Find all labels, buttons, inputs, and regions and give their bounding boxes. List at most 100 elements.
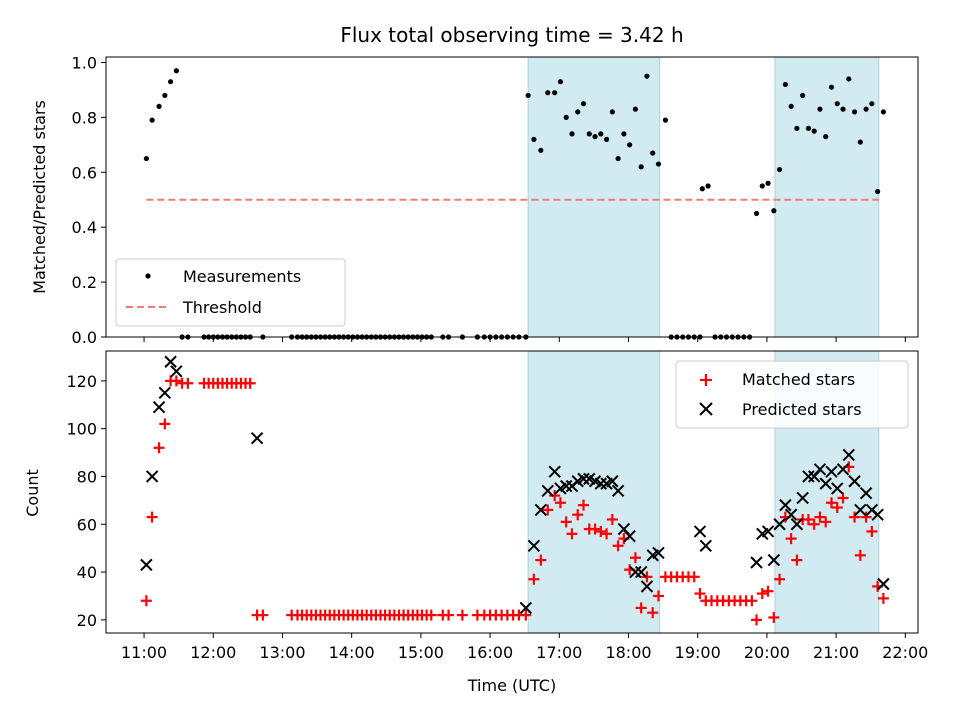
predicted-star-point	[629, 565, 642, 579]
y-tick-label: 0.4	[72, 218, 97, 237]
matched-star-point	[572, 509, 584, 521]
matched-star-point	[542, 504, 554, 516]
measurement-point	[525, 92, 531, 99]
cross-stroke-b	[577, 472, 590, 486]
cross-stroke-b	[541, 484, 554, 498]
x-tick-label: 11:00	[121, 643, 167, 662]
predicted-star-point	[859, 486, 873, 500]
measurement-point	[869, 101, 875, 107]
top-plot-frame	[105, 56, 919, 338]
matched-star-point	[549, 490, 561, 502]
matched-star-point	[762, 585, 774, 597]
cross-stroke-b	[583, 472, 596, 486]
matched-star-point	[849, 511, 861, 523]
matched-star-point	[456, 609, 468, 621]
y-tick-label: 0.0	[72, 328, 97, 347]
matched-star-point	[159, 418, 171, 430]
measurement-point	[771, 208, 777, 214]
measurement-point	[776, 166, 783, 173]
matched-star-point	[595, 525, 607, 537]
matched-star-point	[589, 523, 601, 535]
cross-stroke-b	[831, 482, 844, 495]
y-tick-label: 100	[66, 420, 97, 439]
matched-star-point	[854, 549, 866, 561]
matched-star-point	[647, 607, 659, 619]
y-tick-label: 40	[77, 563, 97, 582]
x-tick-label: 13:00	[259, 643, 305, 662]
predicted-star-point	[750, 556, 763, 569]
cross-stroke-b	[854, 503, 867, 517]
top-legend-box	[115, 258, 346, 327]
cross-stroke-b	[606, 475, 619, 488]
predicted-star-point	[848, 475, 861, 488]
matched-star-point	[831, 502, 843, 514]
measurement-point	[531, 136, 537, 142]
cross-stroke-b	[158, 386, 172, 400]
matched-star-point	[535, 554, 547, 566]
measurement-point	[765, 180, 771, 186]
cross-stroke-b	[145, 470, 159, 483]
measurement-point	[655, 161, 662, 167]
predicted-star-point	[796, 491, 809, 505]
x-tick-label: 16:00	[467, 643, 513, 662]
matched-star-point	[635, 602, 647, 614]
predicted-star-point	[250, 432, 264, 445]
cross-stroke-b	[767, 553, 781, 567]
measurement-point	[580, 101, 587, 107]
cross-stroke-b	[534, 503, 548, 517]
predicted-star-point	[548, 465, 561, 478]
matched-star-point	[756, 588, 768, 600]
measurement-point	[552, 90, 558, 96]
measurement-point	[162, 92, 168, 99]
measurement-point	[863, 106, 869, 112]
y-tick-label: 80	[77, 467, 97, 486]
predicted-star-point	[164, 355, 177, 368]
measurement-point	[811, 128, 817, 134]
cross-stroke-b	[784, 508, 798, 521]
cross-stroke-b	[802, 470, 815, 483]
matched-star-point	[257, 609, 269, 621]
legend-matched-marker	[700, 374, 712, 386]
bottom-legend-box	[675, 360, 909, 429]
predicted-star-point	[825, 465, 838, 478]
predicted-star-point	[652, 546, 665, 560]
y-tick-label: 20	[77, 611, 97, 630]
predicted-star-point	[527, 539, 541, 552]
bottom-y-axis-label: Count	[23, 469, 42, 517]
cross-stroke-b	[877, 577, 890, 591]
predicted-star-point	[140, 558, 153, 572]
measurement-point	[575, 109, 581, 115]
measurement-point	[598, 131, 604, 137]
predicted-star-point	[634, 565, 648, 579]
predicted-star-point	[170, 365, 183, 378]
matched-star-point	[560, 516, 572, 528]
cross-stroke-b	[779, 498, 792, 512]
top-y-axis-label: Matched/Predicted stars	[30, 100, 49, 294]
measurement-point	[817, 106, 823, 112]
cross-stroke-b	[796, 491, 809, 505]
measurement-point	[173, 68, 179, 74]
bottom-legend: Matched stars Predicted stars	[675, 360, 909, 429]
x-tick-label: 22:00	[882, 643, 928, 662]
y-tick-label: 0.6	[72, 163, 97, 182]
measurement-point	[609, 109, 615, 115]
measurement-point	[538, 147, 544, 153]
measurement-point	[563, 114, 569, 120]
x-tick-label: 12:00	[190, 643, 236, 662]
measurement-point	[592, 134, 598, 140]
measurement-point	[621, 131, 627, 137]
predicted-star-point	[699, 539, 712, 552]
matched-star-point	[182, 377, 194, 389]
cross-stroke-b	[790, 518, 804, 531]
cross-stroke-b	[699, 539, 712, 552]
cross-stroke-b	[825, 465, 838, 478]
bottom-x-ticks: 11:00 12:00 13:00 14:00 15:00 16:00 17:00 18:00…	[121, 633, 928, 662]
cross-stroke-b	[842, 448, 856, 462]
cross-stroke-b	[652, 546, 665, 560]
matched-star-point	[528, 573, 540, 585]
top-y-ticks: 0.0 0.2 0.4 0.6 0.8 1.0	[72, 53, 106, 347]
y-tick-label: 0.2	[72, 273, 97, 292]
predicted-star-point	[594, 477, 608, 490]
matched-star-point	[425, 609, 437, 621]
